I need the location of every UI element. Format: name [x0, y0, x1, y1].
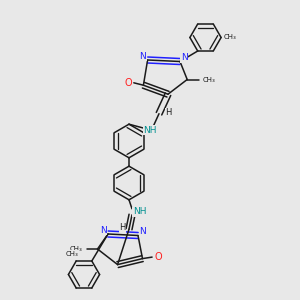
- Text: O: O: [124, 78, 132, 88]
- Text: H: H: [119, 223, 126, 232]
- Text: NH: NH: [133, 207, 146, 216]
- Text: NH: NH: [143, 126, 157, 135]
- Text: N: N: [140, 227, 146, 236]
- Text: N: N: [100, 226, 106, 235]
- Text: N: N: [181, 53, 188, 62]
- Text: H: H: [166, 108, 172, 117]
- Text: CH₃: CH₃: [69, 246, 82, 252]
- Text: CH₃: CH₃: [203, 76, 216, 82]
- Text: O: O: [154, 252, 162, 262]
- Text: CH₃: CH₃: [223, 34, 236, 40]
- Text: CH₃: CH₃: [66, 251, 78, 257]
- Text: N: N: [140, 52, 146, 61]
